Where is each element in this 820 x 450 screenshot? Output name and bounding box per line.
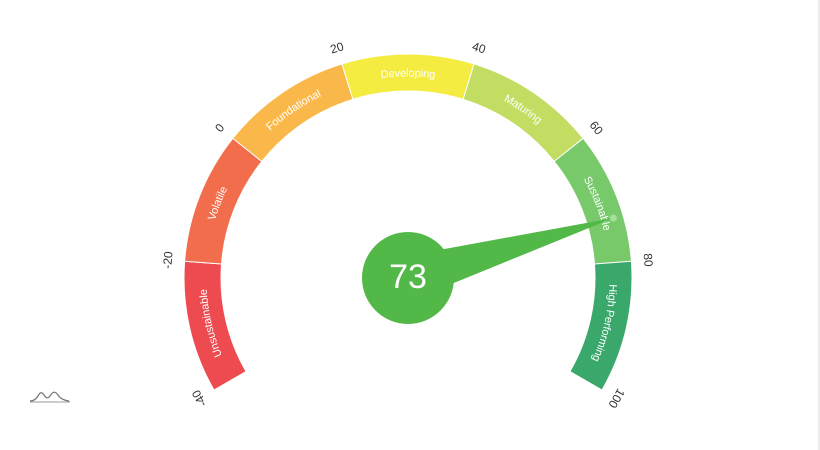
tick-label: 100 <box>605 386 627 411</box>
needle-tip-highlight <box>609 214 617 222</box>
tick-label: 80 <box>641 253 656 268</box>
gauge-bands <box>183 53 633 391</box>
tick-label: -40 <box>189 387 210 409</box>
gauge-needle <box>401 217 614 300</box>
tick-label: -20 <box>160 251 175 270</box>
band-label-developing: Developing <box>380 67 436 81</box>
tick-label: 20 <box>329 39 346 56</box>
tick-label: 40 <box>471 39 488 56</box>
gauge-hub <box>362 232 454 324</box>
band-high-performing <box>569 260 633 391</box>
gauge-value-label: 73 <box>389 258 427 296</box>
amcharts-logo-icon[interactable] <box>29 386 71 404</box>
tick-label: 60 <box>587 118 606 137</box>
tick-label: 0 <box>212 121 227 135</box>
frame-edge <box>818 0 820 450</box>
gauge-needle-group: 73 <box>362 214 617 324</box>
